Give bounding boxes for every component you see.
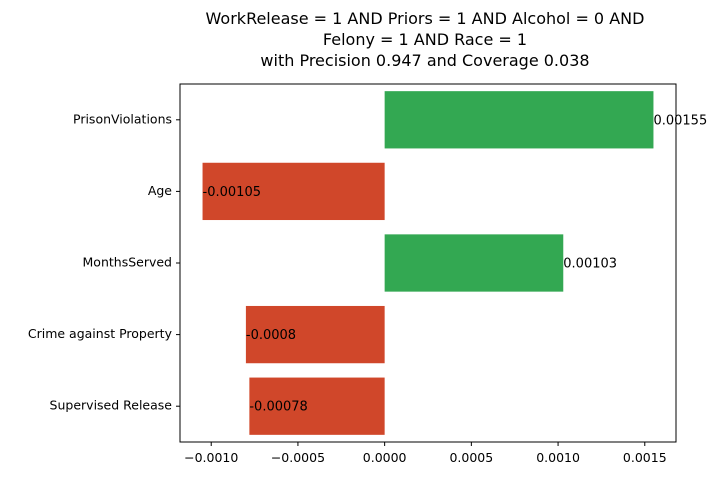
bar-2 <box>384 234 564 292</box>
x-tick-label-2: 0.0000 <box>363 450 407 465</box>
x-tick-label-3: 0.0005 <box>449 450 493 465</box>
x-axis: −0.0010 −0.0005 0.0000 0.0005 0.0010 0.0015 <box>184 442 667 465</box>
y-tick-label-1: Age <box>148 183 172 198</box>
bar-4 <box>249 377 385 435</box>
bar-value-label-2: 0.00103 <box>563 257 617 272</box>
bar-value-label-1: -0.00105 <box>203 185 261 200</box>
bars-group <box>202 91 654 435</box>
bar-3 <box>245 305 385 364</box>
bar-value-label-0: 0.00155 <box>653 113 707 128</box>
bar-1 <box>202 162 385 221</box>
chart-title-line-3: with Precision 0.947 and Coverage 0.038 <box>260 51 589 70</box>
y-tick-label-0: PrisonViolations <box>73 111 172 126</box>
bar-labels-group: 0.00155 -0.00105 0.00103 -0.0008 -0.00078 <box>203 113 708 414</box>
x-tick-label-1: −0.0005 <box>271 450 325 465</box>
x-tick-label-5: 0.0015 <box>623 450 667 465</box>
bar-value-label-4: -0.00078 <box>249 400 307 415</box>
x-tick-label-0: −0.0010 <box>184 450 238 465</box>
chart-title-line-1: WorkRelease = 1 AND Priors = 1 AND Alcoh… <box>206 9 645 28</box>
y-axis: PrisonViolations Age MonthsServed Crime aga… <box>28 111 180 413</box>
bar-0 <box>384 91 654 149</box>
y-tick-label-4: Supervised Release <box>50 398 173 413</box>
plot-frame <box>179 83 677 443</box>
y-tick-label-2: MonthsServed <box>83 255 172 270</box>
chart-title: WorkRelease = 1 AND Priors = 1 AND Alcoh… <box>206 9 645 70</box>
y-tick-label-3: Crime against Property <box>28 326 173 341</box>
bar-value-label-3: -0.0008 <box>246 328 296 343</box>
x-tick-label-4: 0.0010 <box>536 450 580 465</box>
chart-title-line-2: Felony = 1 AND Race = 1 <box>323 30 527 49</box>
